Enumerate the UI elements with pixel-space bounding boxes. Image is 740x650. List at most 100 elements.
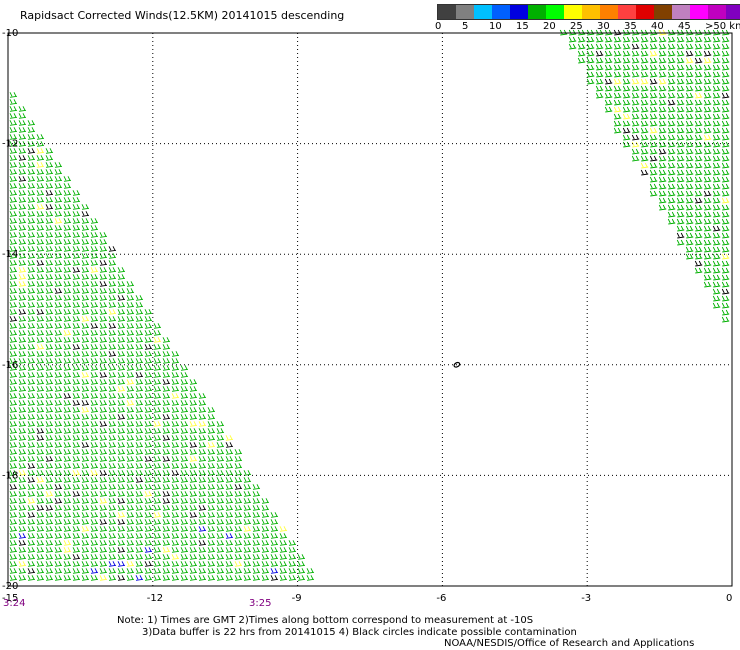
wind-barb [144, 421, 153, 427]
wind-barb [54, 512, 63, 518]
wind-barb [144, 351, 153, 357]
wind-barb [81, 323, 90, 329]
wind-barb [45, 197, 54, 203]
wind-barb [685, 148, 694, 155]
wind-barb [117, 358, 126, 364]
wind-barb [27, 204, 36, 210]
wind-barb [649, 176, 658, 183]
wind-barb [658, 92, 667, 99]
wind-barb [108, 568, 117, 574]
wind-barb [117, 316, 126, 322]
wind-barb [586, 43, 595, 50]
wind-barb [658, 57, 667, 64]
wind-barb [81, 505, 90, 511]
wind-barb [189, 449, 198, 455]
wind-barb [27, 176, 36, 182]
wind-barb [189, 484, 198, 490]
wind-barb [72, 428, 81, 434]
wind-barb [27, 421, 36, 427]
wind-barb [189, 442, 198, 448]
wind-barb [703, 274, 712, 281]
wind-barb [27, 281, 36, 287]
wind-barb [117, 288, 126, 294]
legend-swatch [492, 5, 510, 19]
wind-barb [126, 302, 135, 308]
wind-barb [45, 239, 54, 245]
wind-barb [243, 519, 252, 525]
wind-barb [36, 400, 45, 406]
wind-barb [640, 169, 649, 176]
wind-barb [54, 407, 63, 413]
legend-label: 45 [678, 21, 691, 32]
wind-barb [712, 169, 721, 176]
wind-barb [81, 407, 90, 413]
wind-barb [135, 358, 144, 364]
wind-barb [72, 498, 81, 504]
wind-barb [694, 155, 703, 162]
wind-barb [694, 176, 703, 183]
wind-barb [72, 505, 81, 511]
wind-barb [189, 393, 198, 399]
wind-barb [685, 99, 694, 106]
wind-barb [694, 169, 703, 176]
wind-barb [685, 36, 694, 43]
wind-barb [36, 281, 45, 287]
wind-barb [126, 295, 135, 301]
wind-barb [54, 302, 63, 308]
wind-barb [108, 463, 117, 469]
wind-barb [63, 379, 72, 385]
wind-barb [90, 295, 99, 301]
wind-barb [72, 400, 81, 406]
wind-barb [171, 519, 180, 525]
wind-barb [676, 218, 685, 225]
wind-barb [667, 148, 676, 155]
wind-barb [45, 281, 54, 287]
wind-barb [243, 505, 252, 511]
wind-barb [108, 547, 117, 553]
wind-barb [63, 281, 72, 287]
wind-barb [135, 519, 144, 525]
wind-barb [36, 568, 45, 574]
wind-barb [622, 85, 631, 92]
wind-barb [9, 379, 18, 385]
wind-barb [694, 204, 703, 211]
wind-barb [9, 491, 18, 497]
wind-barb [90, 442, 99, 448]
wind-barb [631, 99, 640, 106]
wind-barb [126, 526, 135, 532]
wind-barb [18, 351, 27, 357]
wind-barb [90, 274, 99, 280]
wind-barb [171, 477, 180, 483]
wind-barb [225, 477, 234, 483]
wind-barb [225, 519, 234, 525]
wind-barb [234, 477, 243, 483]
wind-barb [631, 141, 640, 148]
wind-barb [117, 547, 126, 553]
wind-barb [99, 470, 108, 476]
wind-barb [288, 575, 297, 581]
wind-barb [18, 358, 27, 364]
wind-barb [144, 561, 153, 567]
wind-barb [63, 267, 72, 273]
wind-barb [72, 533, 81, 539]
wind-barb [153, 372, 162, 378]
wind-barb [153, 344, 162, 350]
wind-barb [54, 211, 63, 217]
wind-barb [649, 106, 658, 113]
wind-barb [81, 547, 90, 553]
wind-barb [613, 78, 622, 85]
wind-barb [9, 316, 18, 322]
wind-barb [667, 113, 676, 120]
wind-barb [27, 260, 36, 266]
wind-barb [18, 134, 27, 140]
wind-barb [135, 568, 144, 574]
wind-barb [18, 477, 27, 483]
wind-barb [54, 505, 63, 511]
wind-barb [18, 155, 27, 161]
wind-barb [126, 316, 135, 322]
wind-barb [27, 141, 36, 147]
wind-barb [72, 561, 81, 567]
wind-barb [189, 379, 198, 385]
wind-barb [99, 463, 108, 469]
wind-barb [279, 526, 288, 532]
